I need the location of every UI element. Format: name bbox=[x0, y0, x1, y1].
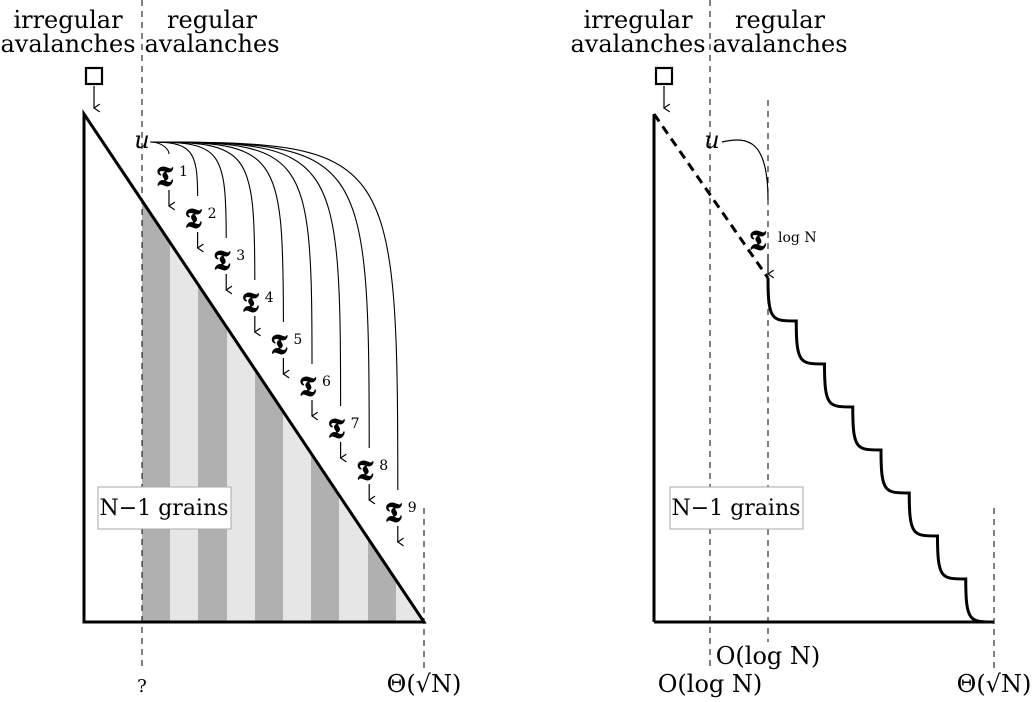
avalanche-curve bbox=[149, 141, 399, 491]
bottom-theta-label: Θ(√N) bbox=[387, 670, 462, 698]
tau-symbol: 𝕿 bbox=[213, 244, 231, 277]
tau-index: 2 bbox=[208, 206, 217, 222]
header-regular-line2: avalanches bbox=[144, 30, 279, 58]
tau-index: 5 bbox=[293, 332, 302, 348]
avalanche-curves bbox=[149, 141, 399, 491]
header-irregular-line1: irregular bbox=[13, 6, 123, 34]
scalloped-edge bbox=[766, 277, 995, 624]
stripe-band bbox=[311, 453, 339, 622]
avalanche-curve-right bbox=[721, 139, 769, 201]
bottom-theta-label-right: Θ(√N) bbox=[957, 670, 1032, 698]
stripe-band bbox=[283, 411, 311, 622]
header-regular-line1-right: regular bbox=[735, 6, 825, 34]
tau-symbol: 𝕿 bbox=[356, 454, 374, 487]
tau-labels: 𝕿 1𝕿 2𝕿 3𝕿 4𝕿 5𝕿 6𝕿 7𝕿 8𝕿 9 bbox=[156, 160, 417, 542]
tau-index: 8 bbox=[379, 458, 388, 474]
grains-label-right: N−1 grains bbox=[672, 496, 801, 521]
olog-label-high: O(log N) bbox=[716, 642, 821, 670]
tau-index: 1 bbox=[179, 164, 188, 180]
vertex-u-label: u bbox=[134, 126, 149, 154]
tau-symbol: 𝕿 bbox=[299, 370, 317, 403]
header-irregular-line1-right: irregular bbox=[583, 6, 693, 34]
tau-index: 6 bbox=[322, 374, 331, 390]
grains-label: N−1 grains bbox=[100, 496, 229, 521]
tau-symbol-right: 𝕿 bbox=[749, 224, 767, 257]
sink-square-icon-right bbox=[654, 66, 674, 86]
header-regular-line1: regular bbox=[167, 6, 257, 34]
stripe-band bbox=[198, 284, 227, 622]
header-regular-line2-right: avalanches bbox=[712, 30, 847, 58]
grain-triangle bbox=[82, 109, 427, 624]
tau-index-right: log N bbox=[778, 230, 817, 246]
header-irregular-line2-right: avalanches bbox=[570, 30, 705, 58]
olog-label-low: O(log N) bbox=[658, 670, 763, 698]
stripe-band bbox=[142, 200, 170, 623]
avalanche-curve bbox=[149, 141, 170, 155]
stripes bbox=[142, 200, 424, 623]
bottom-question-label: ? bbox=[137, 676, 147, 697]
tau-symbol: 𝕿 bbox=[328, 412, 346, 445]
vertex-u-label-right: u bbox=[704, 126, 719, 154]
stripe-band bbox=[339, 495, 368, 622]
stripe-band bbox=[368, 538, 396, 622]
tau-symbol: 𝕿 bbox=[270, 328, 288, 361]
right-panel: irregular avalanches regular avalanches … bbox=[570, 0, 1031, 698]
dashed-diagonal bbox=[652, 113, 770, 279]
header-irregular-line2: avalanches bbox=[0, 30, 135, 58]
stripe-band bbox=[255, 369, 283, 622]
grains-label-box-right bbox=[669, 486, 804, 530]
stripe-band bbox=[227, 327, 255, 622]
tau-symbol: 𝕿 bbox=[156, 160, 174, 193]
tau-index: 3 bbox=[236, 248, 245, 264]
tau-symbol: 𝕿 bbox=[385, 496, 403, 529]
tau-symbol: 𝕿 bbox=[242, 286, 260, 319]
left-panel: irregular avalanches regular avalanches … bbox=[0, 0, 461, 698]
tau-index: 4 bbox=[265, 290, 274, 306]
grains-label-box bbox=[97, 486, 232, 530]
tau-index: 7 bbox=[351, 416, 360, 432]
stripe-band bbox=[170, 242, 198, 622]
sink-square-icon bbox=[84, 66, 104, 86]
tau-index: 9 bbox=[408, 500, 417, 516]
tau-symbol: 𝕿 bbox=[185, 202, 203, 235]
